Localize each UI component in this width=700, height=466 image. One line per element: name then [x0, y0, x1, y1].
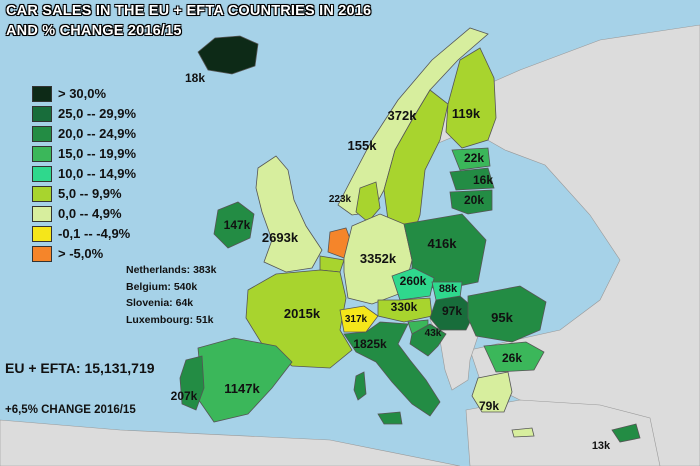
country-label-greece: 79k	[479, 399, 499, 413]
country-shape-cyprus	[611, 423, 641, 443]
legend-label: > 30,0%	[58, 86, 107, 101]
legend-label: 5,0 -- 9,9%	[58, 186, 122, 201]
country-label-cyprus: 13k	[592, 440, 611, 452]
country-label-bulgaria: 26k	[502, 351, 522, 365]
non-member-land-area	[0, 419, 461, 466]
country-shape-france	[245, 269, 353, 369]
country-label-switzerland: 317k	[345, 314, 368, 325]
legend-label: 0,0 -- 4,9%	[58, 206, 122, 221]
legend-swatch	[32, 186, 52, 202]
island-shape	[353, 371, 367, 401]
country-label-italy: 1825k	[353, 337, 387, 351]
country-shape-czech-republic	[391, 267, 435, 301]
legend-swatch	[32, 126, 52, 142]
country-shape-croatia	[409, 323, 447, 357]
legend-swatch	[32, 246, 52, 262]
country-label-sweden: 372k	[388, 108, 418, 123]
legend-label: 20,0 -- 24,9%	[58, 126, 137, 141]
legend-label: > -5,0%	[58, 246, 104, 261]
legend-swatch	[32, 146, 52, 162]
country-label-iceland: 18k	[185, 71, 205, 85]
legend-label: 15,0 -- 19,9%	[58, 146, 137, 161]
country-label-austria: 330k	[391, 300, 418, 314]
small-country-item: Belgium: 540k	[126, 280, 198, 293]
country-label-denmark: 223k	[329, 194, 352, 205]
country-label-portugal: 207k	[171, 389, 198, 403]
country-shape-ireland	[213, 201, 255, 249]
country-label-estonia: 22k	[464, 151, 484, 165]
country-labels: 18k 155k 372k 119k 22k 16k 20k 223k 147k 2693k 335…	[171, 71, 611, 452]
country-shape-greece	[471, 371, 513, 413]
country-label-norway: 155k	[348, 138, 378, 153]
non-member-land	[0, 24, 700, 466]
country-label-czech-republic: 260k	[400, 274, 427, 288]
country-label-united-kingdom: 2693k	[262, 230, 299, 245]
country-shape-united-kingdom	[255, 155, 323, 273]
country-shape-romania	[467, 285, 547, 343]
country-label-finland: 119k	[452, 106, 481, 121]
total-sales: EU + EFTA: 15,131,719	[5, 360, 155, 376]
country-shape-finland	[445, 47, 497, 149]
country-label-ireland: 147k	[224, 218, 251, 232]
legend-swatch	[32, 86, 52, 102]
country-label-france: 2015k	[284, 306, 321, 321]
country-label-slovakia: 88k	[439, 283, 458, 295]
country-shape-lithuania	[449, 189, 493, 215]
country-label-hungary: 97k	[442, 304, 462, 318]
map-title-line-1: CAR SALES IN THE EU + EFTA COUNTRIES IN …	[6, 3, 372, 19]
country-label-spain: 1147k	[224, 381, 260, 396]
legend-label: -0,1 -- -4,9%	[58, 226, 131, 241]
country-shape-iceland	[197, 35, 259, 75]
country-shape-latvia	[449, 167, 495, 191]
country-shape-denmark	[355, 181, 381, 223]
country-shape-switzerland	[339, 305, 379, 333]
country-shape-belgium	[319, 255, 345, 273]
legend-swatch	[32, 206, 52, 222]
country-label-poland: 416k	[428, 236, 458, 251]
country-shapes	[179, 27, 641, 443]
country-shape-hungary	[429, 295, 477, 331]
small-countries-list: Netherlands: 383k Belgium: 540k Slovenia…	[126, 262, 216, 328]
legend-swatch	[32, 226, 52, 242]
small-country-item: Luxembourg: 51k	[126, 313, 214, 326]
country-shape-portugal	[179, 355, 205, 411]
country-label-lithuania: 20k	[464, 193, 484, 207]
small-country-item: Slovenia: 64k	[126, 297, 194, 309]
island-shape	[511, 427, 535, 438]
legend-label: 25,0 -- 29,9%	[58, 106, 137, 121]
total-change: +6,5% CHANGE 2016/15	[5, 404, 136, 416]
map-title-line-2: AND % CHANGE 2016/15	[6, 23, 182, 39]
island-shape	[377, 411, 403, 425]
non-member-land-area	[465, 399, 661, 466]
country-shape-estonia	[451, 147, 491, 171]
legend-swatch	[32, 106, 52, 122]
small-country-item: Netherlands: 383k	[126, 264, 217, 276]
country-shape-spain	[195, 337, 293, 423]
country-shape-bulgaria	[483, 341, 545, 373]
country-label-latvia: 16k	[473, 173, 493, 187]
country-label-germany: 3352k	[360, 251, 397, 266]
country-shape-italy	[343, 321, 441, 417]
legend-swatch	[32, 166, 52, 182]
country-label-romania: 95k	[491, 310, 513, 325]
legend-label: 10,0 -- 14,9%	[58, 166, 137, 181]
country-label-croatia: 43k	[425, 328, 442, 339]
